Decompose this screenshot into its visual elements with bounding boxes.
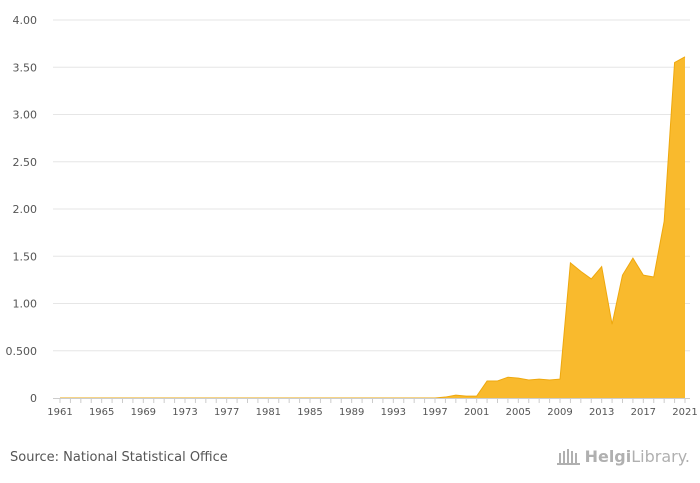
x-tick-label: 1997: [422, 407, 447, 418]
data-point: [663, 220, 666, 223]
x-tick-label: 2005: [506, 407, 531, 418]
data-point: [684, 55, 687, 58]
data-point: [506, 376, 509, 379]
data-point: [527, 379, 530, 382]
data-point: [611, 323, 614, 326]
data-point: [621, 274, 624, 277]
x-tick-label: 1977: [214, 407, 239, 418]
data-point: [569, 261, 572, 264]
y-tick-label: 0: [30, 392, 37, 405]
data-point: [486, 379, 489, 382]
x-tick-label: 1985: [297, 407, 322, 418]
x-tick-label: 1993: [381, 407, 406, 418]
x-tick-label: 1965: [89, 407, 114, 418]
y-tick-label: 2.00: [13, 203, 38, 216]
x-tick-label: 2013: [589, 407, 614, 418]
y-tick-label: 0.500: [6, 345, 38, 358]
brand-name-rest: Library.: [631, 447, 690, 466]
y-tick-label: 1.50: [13, 250, 38, 263]
x-axis: 1961 1965 1969 1973 1977 1981 1985 1989 1993 1997…: [47, 398, 698, 418]
area-fill: [60, 56, 685, 398]
data-point: [559, 378, 562, 381]
data-point: [538, 378, 541, 381]
data-point: [454, 394, 457, 397]
source-note: Source: National Statistical Office: [10, 450, 228, 465]
brand-logo: HelgiLibrary.: [556, 447, 690, 466]
grid-lines: [53, 19, 690, 352]
x-tick-label: 1969: [131, 407, 156, 418]
data-point: [631, 257, 634, 260]
y-tick-label: 2.50: [13, 156, 38, 169]
brand-name-bold: Helgi: [584, 447, 632, 466]
y-tick-label: 3.50: [13, 61, 38, 74]
x-tick-label: 2001: [464, 407, 489, 418]
x-tick-label: 1981: [256, 407, 281, 418]
data-point: [642, 274, 645, 277]
data-point: [517, 377, 520, 380]
x-tick-label: 1961: [47, 407, 72, 418]
y-tick-label: 1.00: [13, 298, 38, 311]
library-building-icon: [556, 448, 580, 465]
data-point: [548, 379, 551, 382]
data-point: [475, 395, 478, 398]
data-point: [579, 270, 582, 273]
data-point: [496, 379, 499, 382]
data-point: [590, 277, 593, 280]
x-tick-label: 1989: [339, 407, 364, 418]
x-tick-label: 2021: [672, 407, 697, 418]
data-point: [652, 276, 655, 279]
x-tick-label: 1973: [172, 407, 197, 418]
area-series: [60, 55, 687, 399]
y-tick-label: 4.00: [13, 14, 38, 27]
y-tick-label: 3.00: [13, 109, 38, 122]
data-point: [673, 61, 676, 64]
data-point: [600, 265, 603, 268]
x-tick-label: 2009: [547, 407, 572, 418]
data-point: [465, 395, 468, 398]
y-axis-labels: 0 0.500 1.00 1.50 2.00 2.50 3.00 3.50 4.00: [6, 14, 38, 405]
x-tick-label: 2017: [631, 407, 656, 418]
